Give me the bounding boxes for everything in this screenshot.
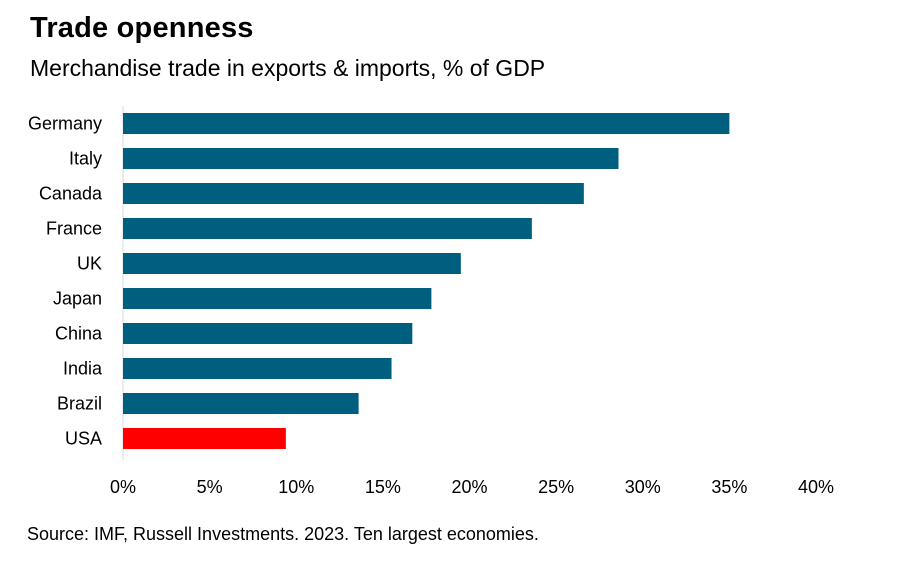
bar-china — [123, 323, 413, 344]
x-tick-label: 5% — [197, 477, 223, 497]
bar-india — [123, 358, 392, 379]
category-label: Germany — [28, 114, 102, 134]
x-tick-label: 0% — [110, 477, 136, 497]
x-tick-label: 10% — [278, 477, 314, 497]
category-label: India — [63, 359, 103, 379]
category-label: UK — [77, 254, 102, 274]
source-note: Source: IMF, Russell Investments. 2023. … — [27, 524, 539, 544]
bar-chart: Germany Italy Canada France UK Japan China Indi… — [28, 106, 834, 497]
category-label: France — [46, 219, 102, 239]
bar-italy — [123, 148, 619, 169]
x-tick-label: 20% — [451, 477, 487, 497]
bar-usa — [123, 428, 286, 449]
category-label: Canada — [39, 184, 103, 204]
category-label: Brazil — [57, 394, 102, 414]
chart-subtitle: Merchandise trade in exports & imports, … — [30, 55, 546, 81]
category-label: Japan — [53, 289, 102, 309]
bar-japan — [123, 288, 432, 309]
x-tick-label: 35% — [711, 477, 747, 497]
bar-france — [123, 218, 532, 239]
bar-uk — [123, 253, 461, 274]
x-tick-label: 40% — [798, 477, 834, 497]
x-tick-label: 30% — [625, 477, 661, 497]
chart-title: Trade openness — [30, 12, 254, 44]
category-label: USA — [65, 429, 102, 449]
x-tick-label: 15% — [365, 477, 401, 497]
category-label: China — [55, 324, 103, 344]
bar-canada — [123, 183, 584, 204]
bar-germany — [123, 113, 730, 134]
bar-brazil — [123, 393, 359, 414]
x-tick-label: 25% — [538, 477, 574, 497]
category-label: Italy — [69, 149, 102, 169]
